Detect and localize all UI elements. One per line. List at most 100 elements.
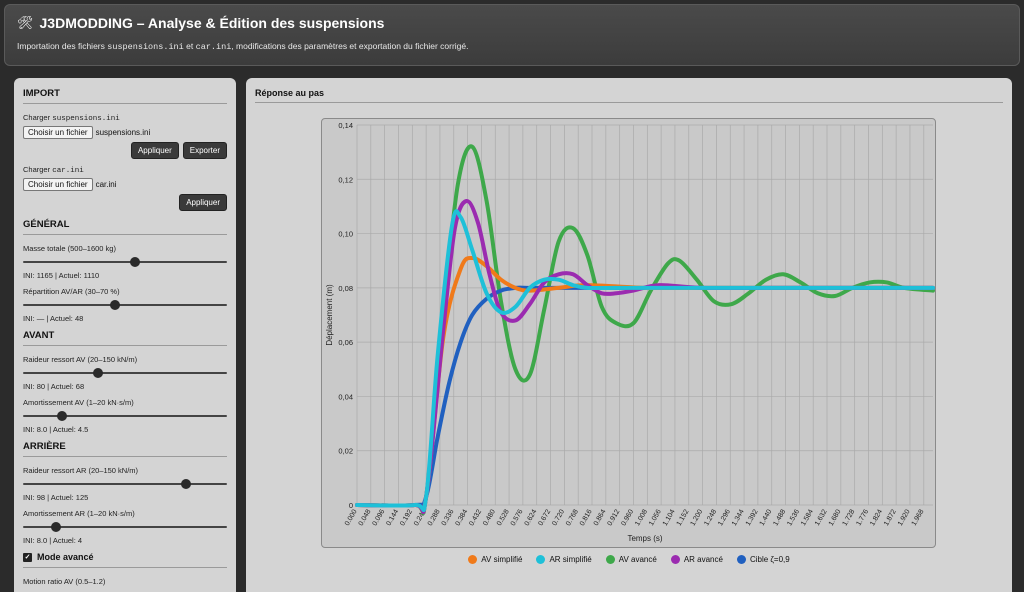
x-tick-label: 0.336	[441, 508, 456, 527]
apply-button-suspensions[interactable]: Appliquer	[130, 142, 179, 159]
y-tick-label: 0,06	[338, 338, 353, 347]
slider-thumb[interactable]	[130, 257, 141, 267]
mass-values: INI: 1165 | Actuel: 1110	[23, 271, 100, 280]
legend-item[interactable]: AR avancé	[670, 555, 723, 564]
y-tick-label: 0,14	[338, 121, 353, 130]
section-title-avant: AVANT	[23, 330, 227, 346]
main-panel: Réponse au pas 0 0,02 0,04 0,06 0,08 0,10 0,12…	[246, 78, 1012, 592]
x-tick-label: 0.096	[372, 508, 387, 527]
page-description: Importation des fichiers suspensions.ini…	[17, 41, 469, 52]
x-tick-label: 0.384	[454, 508, 469, 527]
x-tick-label: 1.296	[717, 508, 732, 527]
legend-color-dot	[468, 555, 478, 564]
slider-thumb[interactable]	[50, 522, 61, 532]
tools-icon: 🛠	[17, 15, 34, 30]
slider-thumb[interactable]	[109, 300, 120, 310]
rear-spring-label: Raideur ressort AR (20–150 kN/m)	[23, 466, 139, 475]
front-spring-slider[interactable]	[23, 368, 227, 378]
x-tick-label: 1.488	[772, 508, 787, 527]
x-tick-label: 1.344	[731, 508, 746, 527]
section-title-arriere: ARRIÈRE	[23, 441, 227, 457]
apply-button-car[interactable]: Appliquer	[179, 194, 227, 211]
legend-label: AR simplifié	[549, 555, 592, 564]
step-response-chart: 00,020,040,060,080,100,120,140.0000.0480…	[325, 121, 935, 543]
series-line	[355, 209, 935, 513]
x-tick-label: 1.632	[814, 508, 829, 527]
x-tick-label: 0.144	[385, 508, 400, 527]
series-line	[355, 144, 935, 515]
x-tick-label: 0.480	[482, 508, 497, 527]
x-tick-label: 1.920	[897, 508, 912, 527]
legend-color-dot	[536, 555, 546, 564]
checkbox-checked-icon[interactable]: ✓	[23, 552, 32, 562]
x-axis-label: Temps (s)	[627, 534, 662, 543]
legend-item[interactable]: AR simplifié	[536, 555, 592, 564]
chart-container: 0 0,02 0,04 0,06 0,08 0,10 0,12 0,14 0.000 0.048 0…	[321, 118, 936, 548]
x-tick-label: 1.968	[911, 508, 926, 527]
x-tick-label: 0.720	[551, 508, 566, 527]
legend-label: AR avancé	[683, 555, 723, 564]
x-tick-label: 0.672	[537, 508, 552, 527]
chart-section-title: Réponse au pas	[255, 88, 1003, 103]
rear-damping-label: Amortissement AR (1–20 kN·s/m)	[23, 509, 135, 518]
x-tick-label: 1.008	[634, 508, 649, 527]
file-name-car: car.ini	[95, 180, 117, 189]
front-damping-slider[interactable]	[23, 411, 227, 421]
x-tick-label: 0.816	[579, 508, 594, 527]
section-title-general: GÉNÉRAL	[23, 219, 227, 235]
x-tick-label: 1.440	[759, 508, 774, 527]
legend-label: AV simplifié	[481, 555, 523, 564]
x-tick-label: 1.872	[883, 508, 898, 527]
legend-label: Cible ζ=0,9	[749, 555, 790, 564]
choose-file-button-car[interactable]: Choisir un fichier	[23, 178, 93, 191]
slider-thumb[interactable]	[181, 479, 192, 489]
rear-damping-slider[interactable]	[23, 522, 227, 532]
x-tick-label: 1.776	[855, 508, 870, 527]
x-tick-label: 0.000	[344, 508, 359, 527]
x-tick-label: 0.912	[607, 508, 622, 527]
advanced-mode-toggle[interactable]: ✓ Mode avancé	[23, 552, 227, 568]
x-tick-label: 0.768	[565, 508, 580, 527]
advanced-mode-label: Mode avancé	[37, 552, 94, 562]
y-tick-label: 0,04	[338, 392, 353, 401]
sidebar: IMPORT Charger suspensions.ini Choisir u…	[14, 78, 236, 592]
mass-slider[interactable]	[23, 257, 227, 267]
slider-thumb[interactable]	[93, 368, 104, 378]
x-tick-label: 0.528	[496, 508, 511, 527]
load-car-label: Charger car.ini	[23, 165, 84, 175]
y-tick-label: 0,10	[338, 230, 353, 239]
legend-color-dot	[605, 555, 615, 564]
rear-spring-values: INI: 98 | Actuel: 125	[23, 493, 89, 502]
distribution-slider[interactable]	[23, 300, 227, 310]
y-axis-label: Déplacement (m)	[325, 284, 334, 346]
y-tick-label: 0,02	[338, 447, 353, 456]
page-title: J3DMODDING – Analyse & Édition des suspe…	[39, 15, 385, 31]
x-tick-label: 0.960	[620, 508, 635, 527]
front-damping-label: Amortissement AV (1–20 kN·s/m)	[23, 398, 134, 407]
legend-item[interactable]: AV avancé	[605, 555, 657, 564]
rear-damping-values: INI: 8.0 | Actuel: 4	[23, 536, 83, 545]
x-tick-label: 1.056	[648, 508, 663, 527]
x-tick-label: 0.048	[358, 508, 373, 527]
x-tick-label: 1.200	[690, 508, 705, 527]
x-tick-label: 1.680	[828, 508, 843, 527]
x-tick-label: 1.152	[676, 508, 691, 527]
legend-label: AV avancé	[618, 555, 657, 564]
x-tick-label: 0.576	[510, 508, 525, 527]
export-button[interactable]: Exporter	[182, 142, 227, 159]
x-tick-label: 0.432	[468, 508, 483, 527]
x-tick-label: 0.864	[593, 508, 608, 527]
x-tick-label: 1.248	[703, 508, 718, 527]
rear-spring-slider[interactable]	[23, 479, 227, 489]
legend-item[interactable]: Cible ζ=0,9	[736, 555, 790, 564]
x-tick-label: 1.824	[869, 508, 884, 527]
slider-thumb[interactable]	[56, 411, 67, 421]
motion-ratio-label: Motion ratio AV (0.5–1.2)	[23, 577, 106, 586]
y-tick-label: 0,08	[338, 284, 353, 293]
x-tick-label: 0.192	[399, 508, 414, 527]
x-tick-label: 0.624	[524, 508, 539, 527]
x-tick-label: 1.584	[800, 508, 815, 527]
app-header: 🛠 J3DMODDING – Analyse & Édition des sus…	[4, 4, 1020, 66]
choose-file-button-suspensions[interactable]: Choisir un fichier	[23, 126, 93, 139]
legend-item[interactable]: AV simplifié	[468, 555, 522, 564]
